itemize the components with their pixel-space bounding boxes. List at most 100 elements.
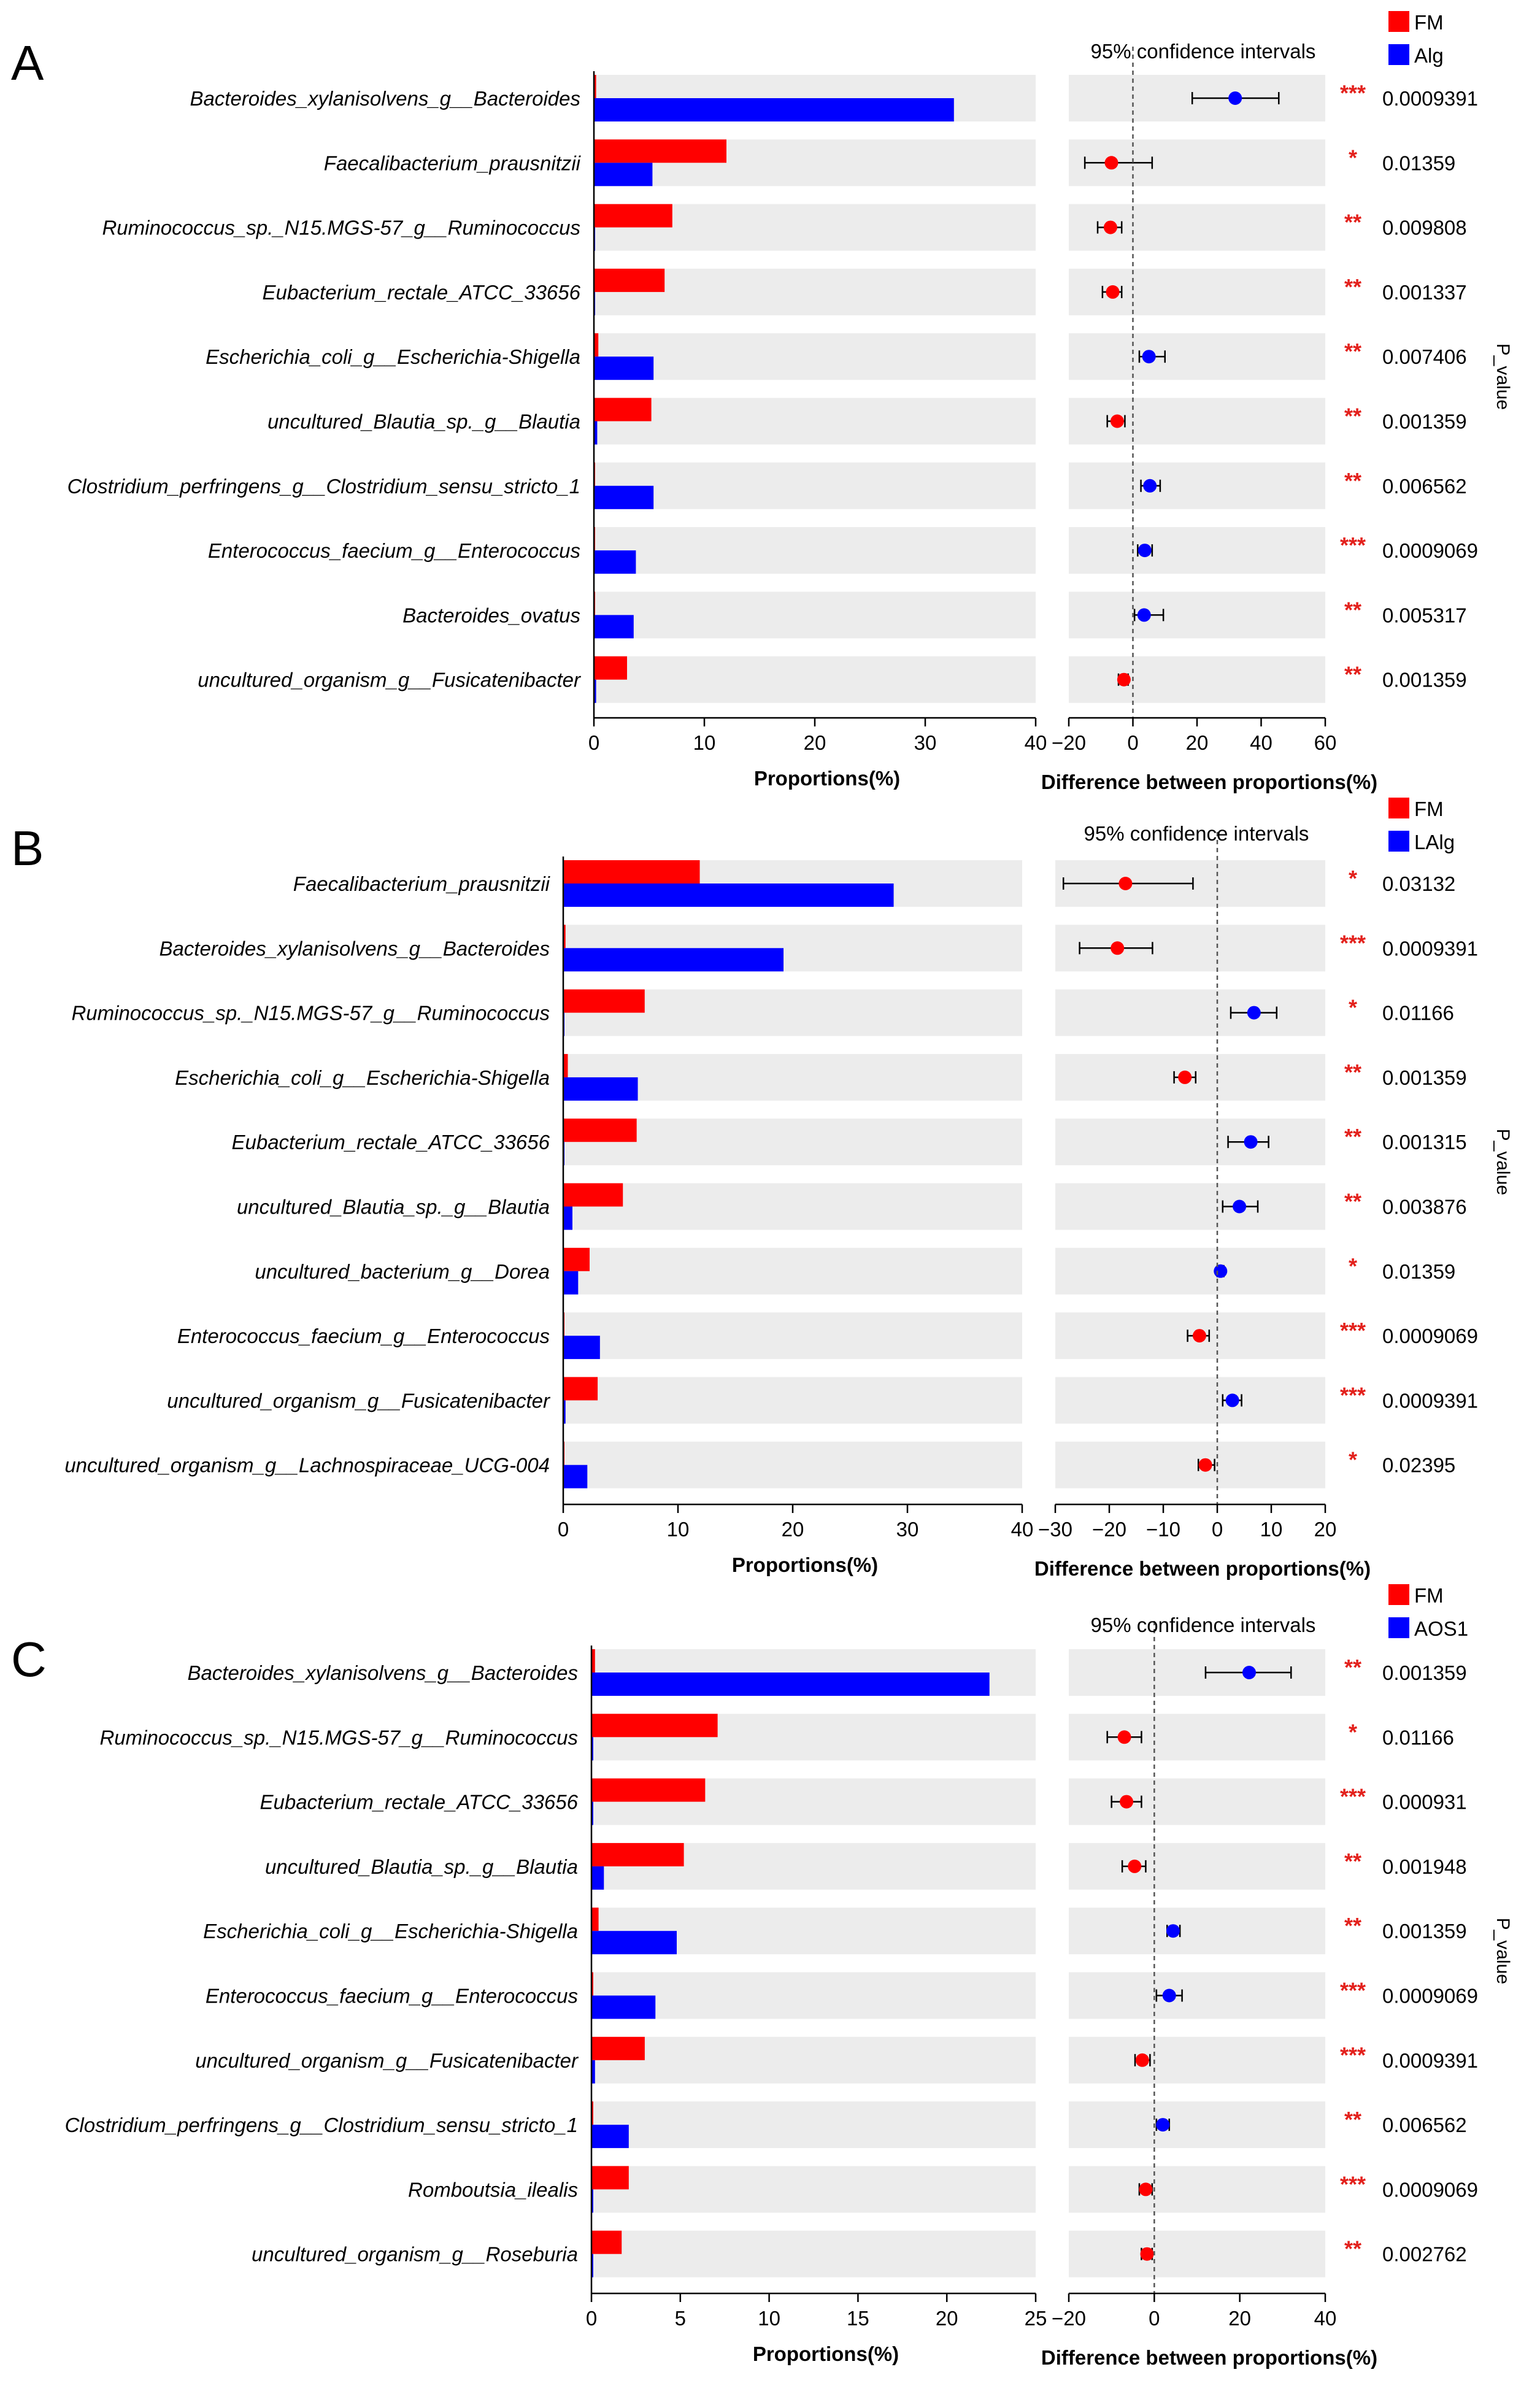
significance-stars: * — [1349, 1447, 1357, 1473]
significance-stars: ** — [1344, 1189, 1361, 1214]
diff-point — [1143, 479, 1157, 493]
bar-tick-label: 20 — [782, 1518, 804, 1541]
bar-treatment — [594, 615, 634, 639]
bar-fm — [563, 1053, 568, 1077]
bar-tick-label: 30 — [914, 731, 937, 754]
diff-point — [1244, 1135, 1258, 1149]
p-value: 0.001315 — [1382, 1131, 1467, 1153]
bar-row-stripe — [594, 398, 1036, 445]
panel-C: C Bacteroides_xylanisolvens_g__Bacteroide… — [11, 1584, 1513, 2369]
diff-point — [1166, 1924, 1180, 1938]
bar-treatment — [591, 2189, 593, 2213]
bar-row-stripe — [591, 2101, 1036, 2149]
diff-tick-label: −20 — [1092, 1518, 1126, 1541]
bar-treatment — [594, 98, 954, 121]
bar-treatment — [594, 550, 636, 574]
panel-A: A Bacteroides_xylanisolvens_g__Bacteroide… — [11, 11, 1513, 793]
diff-row-stripe — [1069, 656, 1325, 703]
bar-x-title: Proportions(%) — [754, 767, 900, 790]
bar-row-stripe — [563, 1247, 1022, 1295]
species-label: Eubacterium_rectale_ATCC_33656 — [231, 1131, 550, 1153]
legend-swatch-fm — [1388, 798, 1409, 818]
panel-letter: B — [11, 821, 44, 876]
bar-tick-label: 40 — [1011, 1518, 1034, 1541]
bar-tick-label: 5 — [675, 2307, 686, 2330]
diff-row-stripe — [1055, 1118, 1325, 1166]
diff-point — [1137, 608, 1151, 622]
bar-tick-label: 20 — [804, 731, 826, 754]
bar-tick-label: 15 — [847, 2307, 869, 2330]
legend-swatch-treatment — [1388, 44, 1409, 65]
bar-tick-label: 0 — [588, 731, 599, 754]
p-value: 0.0009391 — [1382, 2049, 1478, 2072]
significance-stars: *** — [1340, 1784, 1366, 1809]
p-value: 0.0009391 — [1382, 87, 1478, 110]
species-label: Bacteroides_ovatus — [402, 604, 580, 626]
diff-row-stripe — [1069, 1908, 1325, 1955]
panel-letter: C — [11, 1632, 47, 1687]
species-label: uncultured_Blautia_sp._g__Blautia — [265, 1855, 578, 1878]
significance-stars: ** — [1344, 1913, 1361, 1938]
significance-stars: * — [1349, 1253, 1357, 1279]
bar-row-stripe — [594, 656, 1036, 703]
significance-stars: *** — [1340, 1318, 1366, 1343]
diff-point — [1192, 1329, 1206, 1343]
diff-row-stripe — [1055, 1441, 1325, 1488]
bar-fm — [591, 2230, 622, 2254]
bar-treatment — [563, 1336, 600, 1360]
bar-row-stripe — [563, 1377, 1022, 1424]
legend-label: AOS1 — [1414, 1617, 1468, 1640]
significance-stars: ** — [1344, 1124, 1361, 1149]
significance-stars: ** — [1344, 1655, 1361, 1680]
bar-row-stripe — [594, 462, 1036, 509]
diff-tick-label: −20 — [1052, 731, 1086, 754]
significance-stars: * — [1349, 145, 1357, 170]
p-value-axis-label: P_value — [1493, 1918, 1513, 1984]
diff-point — [1117, 1730, 1131, 1744]
species-label: Clostridium_perfringens_g__Clostridium_s… — [65, 2114, 578, 2136]
diff-point — [1214, 1264, 1228, 1278]
diff-point — [1120, 1795, 1134, 1809]
diff-point — [1139, 2182, 1153, 2196]
p-value: 0.006562 — [1382, 475, 1467, 498]
significance-stars: *** — [1340, 533, 1366, 558]
species-label: Eubacterium_rectale_ATCC_33656 — [262, 281, 580, 304]
significance-stars: ** — [1344, 404, 1361, 429]
bar-row-stripe — [591, 2166, 1036, 2213]
diff-point — [1198, 1458, 1212, 1472]
bar-treatment — [563, 1077, 638, 1101]
p-value: 0.001337 — [1382, 281, 1467, 304]
species-label: uncultured_organism_g__Lachnospiraceae_U… — [64, 1454, 550, 1477]
significance-stars: * — [1349, 1719, 1357, 1744]
bar-fm — [594, 139, 726, 163]
p-value: 0.001359 — [1382, 669, 1467, 691]
diff-tick-label: 20 — [1314, 1518, 1337, 1541]
diff-point — [1135, 2053, 1149, 2067]
diff-tick-label: 10 — [1260, 1518, 1283, 1541]
significance-stars: ** — [1344, 1849, 1361, 1874]
p-value: 0.0009391 — [1382, 1389, 1478, 1412]
diff-row-stripe — [1069, 333, 1325, 380]
p-value: 0.000931 — [1382, 1791, 1467, 1814]
diff-tick-label: 0 — [1212, 1518, 1223, 1541]
p-value: 0.001948 — [1382, 1855, 1467, 1878]
bar-treatment — [563, 1271, 579, 1295]
diff-row-stripe — [1069, 591, 1325, 639]
species-label: Faecalibacterium_prausnitzii — [293, 872, 551, 895]
legend-label: Alg — [1414, 44, 1444, 67]
diff-row-stripe — [1069, 2230, 1325, 2277]
significance-stars: ** — [1344, 597, 1361, 622]
significance-stars: ** — [1344, 2236, 1361, 2262]
diff-point — [1162, 1988, 1176, 2003]
bar-fm — [591, 2036, 645, 2060]
diff-tick-label: 0 — [1127, 731, 1138, 754]
bar-treatment — [594, 421, 598, 445]
bar-treatment — [591, 1995, 656, 2019]
significance-stars: ** — [1344, 1060, 1361, 1085]
diff-point — [1103, 220, 1117, 234]
bar-fm — [594, 268, 665, 292]
p-value: 0.0009069 — [1382, 1325, 1478, 1347]
bar-row-stripe — [591, 2230, 1036, 2277]
significance-stars: ** — [1344, 2107, 1361, 2132]
